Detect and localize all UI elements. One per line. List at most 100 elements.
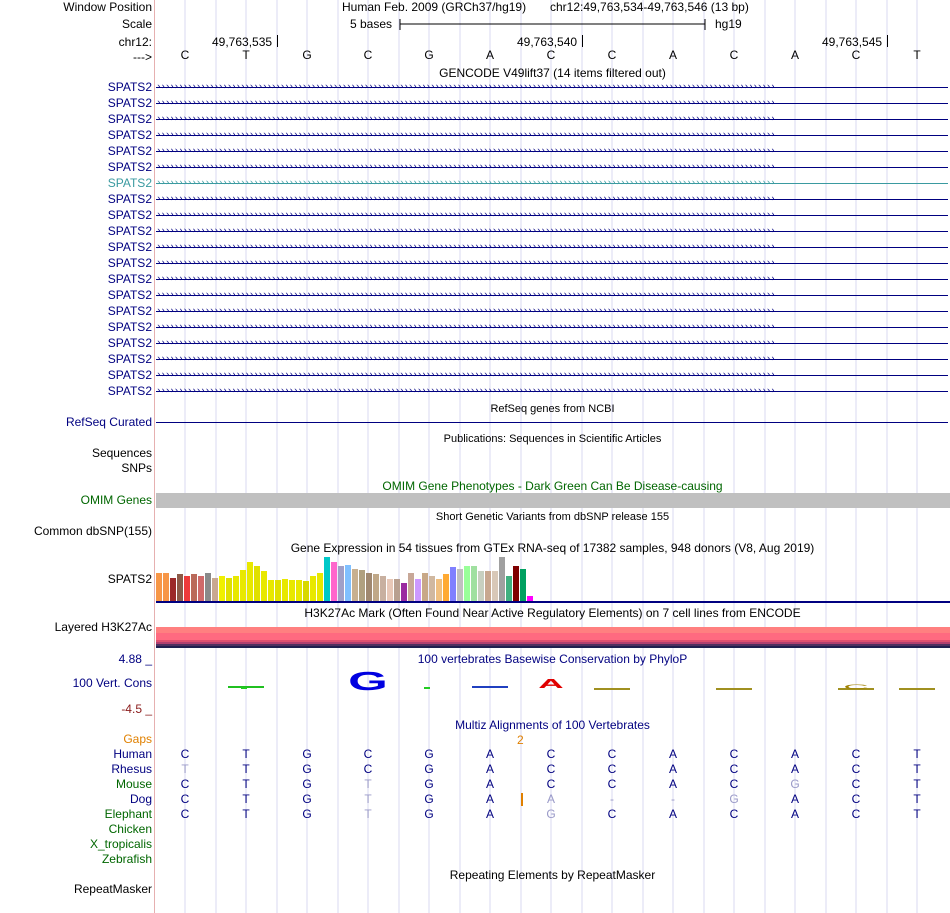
gencode-transcript-line[interactable] [156,103,948,104]
gencode-transcript-label[interactable]: SPATS2 [107,336,152,350]
gtex-tissue-bar[interactable] [436,579,442,602]
refseq-label[interactable]: RefSeq Curated [65,415,152,429]
gencode-transcript-line[interactable] [156,343,948,344]
multiz-title[interactable]: Multiz Alignments of 100 Vertebrates [455,718,650,732]
h3k27ac-layer[interactable] [156,646,950,648]
gtex-tissue-bar[interactable] [359,570,365,602]
h3k27ac-layer[interactable] [156,642,950,644]
gencode-transcript-label[interactable]: SPATS2 [107,256,152,270]
dbsnp-title[interactable]: Short Genetic Variants from dbSNP releas… [435,511,670,523]
gtex-tissue-bar[interactable] [450,567,456,602]
gtex-tissue-bar[interactable] [492,571,498,602]
species-label[interactable]: X_tropicalis [89,837,152,851]
species-label[interactable]: Zebrafish [101,852,152,866]
gtex-tissue-bar[interactable] [205,573,211,602]
refseq-gene-line[interactable] [156,422,948,423]
gtex-tissue-bar[interactable] [485,571,491,602]
gtex-tissue-bar[interactable] [226,578,232,602]
gtex-tissue-bar[interactable] [310,576,316,602]
gtex-title[interactable]: Gene Expression in 54 tissues from GTEx … [290,541,815,555]
gtex-bar-chart[interactable] [156,556,556,602]
gencode-transcript-line[interactable] [156,327,948,328]
snps-label[interactable]: SNPs [121,461,152,475]
gencode-transcript-label[interactable]: SPATS2 [107,208,152,222]
h3k27ac-layer[interactable] [156,644,950,646]
gtex-tissue-bar[interactable] [191,574,197,602]
gtex-tissue-bar[interactable] [240,570,246,602]
gtex-tissue-bar[interactable] [499,557,505,602]
gtex-tissue-bar[interactable] [170,578,176,602]
gencode-transcript-label[interactable]: SPATS2 [107,160,152,174]
gtex-tissue-bar[interactable] [303,581,309,602]
gencode-transcript-label[interactable]: SPATS2 [107,96,152,110]
gtex-tissue-bar[interactable] [254,566,260,602]
h3k27ac-title[interactable]: H3K27Ac Mark (Often Found Near Active Re… [304,606,801,620]
gencode-transcript-label[interactable]: SPATS2 [107,368,152,382]
gtex-tissue-bar[interactable] [443,574,449,602]
sequences-label[interactable]: Sequences [91,446,152,460]
gtex-tissue-bar[interactable] [233,576,239,602]
gencode-transcript-line[interactable] [156,231,948,232]
omim-gene-bar[interactable] [156,493,950,508]
repeatmasker-title[interactable]: Repeating Elements by RepeatMasker [449,868,656,882]
gencode-transcript-line[interactable] [156,151,948,152]
gencode-transcript-label[interactable]: SPATS2 [107,272,152,286]
gtex-tissue-bar[interactable] [394,579,400,602]
gtex-tissue-bar[interactable] [373,574,379,602]
gencode-transcript-line[interactable] [156,375,948,376]
gtex-label[interactable]: SPATS2 [107,572,152,586]
gtex-tissue-bar[interactable] [457,569,463,602]
gtex-tissue-bar[interactable] [352,569,358,602]
gencode-transcript-label[interactable]: SPATS2 [107,304,152,318]
species-label[interactable]: Mouse [115,777,152,791]
gtex-tissue-bar[interactable] [198,576,204,602]
gencode-transcript-line[interactable] [156,311,948,312]
refseq-title[interactable]: RefSeq genes from NCBI [490,403,615,415]
gencode-title[interactable]: GENCODE V49lift37 (14 items filtered out… [439,66,666,80]
gtex-tissue-bar[interactable] [296,580,302,602]
gencode-transcript-line[interactable] [156,263,948,264]
gencode-transcript-label[interactable]: SPATS2 [107,144,152,158]
gencode-transcript-label[interactable]: SPATS2 [107,320,152,334]
gtex-tissue-bar[interactable] [247,562,253,602]
gencode-transcript-label[interactable]: SPATS2 [107,176,152,190]
gtex-tissue-bar[interactable] [184,576,190,602]
gencode-transcript-label[interactable]: SPATS2 [107,352,152,366]
gencode-transcript-label[interactable]: SPATS2 [107,192,152,206]
gencode-transcript-line[interactable] [156,391,948,392]
position-text[interactable]: chr12:49,763,534-49,763,546 (13 bp) [550,0,749,14]
species-label[interactable]: Chicken [108,822,152,836]
gtex-tissue-bar[interactable] [261,571,267,602]
gtex-tissue-bar[interactable] [471,566,477,602]
gtex-tissue-bar[interactable] [422,573,428,602]
gencode-transcript-label[interactable]: SPATS2 [107,240,152,254]
gtex-tissue-bar[interactable] [289,580,295,602]
gtex-tissue-bar[interactable] [212,578,218,602]
gencode-transcript-line[interactable] [156,215,948,216]
gtex-tissue-bar[interactable] [275,580,281,602]
gencode-transcript-line[interactable] [156,359,948,360]
gtex-tissue-bar[interactable] [317,573,323,602]
gtex-tissue-bar[interactable] [380,576,386,602]
gtex-tissue-bar[interactable] [506,576,512,602]
gtex-tissue-bar[interactable] [268,580,274,602]
species-label[interactable]: Dog [129,792,152,806]
gtex-tissue-bar[interactable] [177,574,183,602]
h3k27ac-layer[interactable] [156,627,950,633]
publications-title[interactable]: Publications: Sequences in Scientific Ar… [443,433,662,445]
gtex-tissue-bar[interactable] [513,566,519,602]
species-label[interactable]: Elephant [104,807,152,821]
gencode-transcript-label[interactable]: SPATS2 [107,224,152,238]
gencode-transcript-line[interactable] [156,135,948,136]
gtex-tissue-bar[interactable] [520,569,526,602]
conservation-title[interactable]: 100 vertebrates Basewise Conservation by… [417,652,688,666]
gencode-transcript-line[interactable] [156,167,948,168]
gtex-tissue-bar[interactable] [366,573,372,602]
omim-label[interactable]: OMIM Genes [80,493,152,507]
dbsnp-label[interactable]: Common dbSNP(155) [33,524,152,538]
gencode-transcript-line[interactable] [156,183,948,184]
gencode-transcript-line[interactable] [156,247,948,248]
gtex-tissue-bar[interactable] [527,596,533,602]
gtex-tissue-bar[interactable] [282,579,288,602]
h3k27ac-label[interactable]: Layered H3K27Ac [54,620,152,634]
